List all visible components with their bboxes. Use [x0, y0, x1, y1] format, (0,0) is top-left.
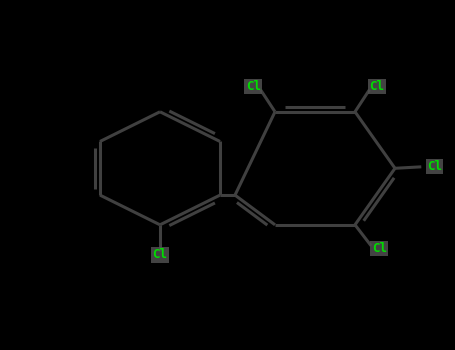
Text: Cl: Cl [427, 160, 442, 173]
Text: Cl: Cl [372, 242, 387, 255]
Text: Cl: Cl [152, 248, 167, 261]
Text: Cl: Cl [369, 80, 384, 93]
Text: Cl: Cl [246, 80, 261, 93]
